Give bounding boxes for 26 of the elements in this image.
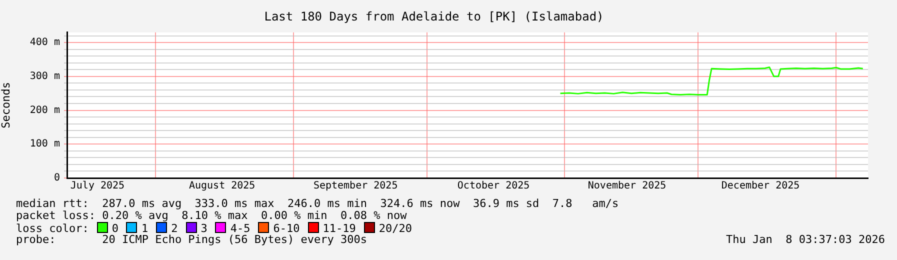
chart-title: Last 180 Days from Adelaide to [PK] (Islamabad) [264, 9, 604, 24]
text: packet loss: 0.20 % avg 8.10 % max 0.00 % min 0.08 % now [16, 209, 407, 222]
y-tick-label: 100 m [30, 138, 60, 150]
x-tick-label: October 2025 [457, 180, 530, 192]
text: Thu Jan 8 03:37:03 2026 [726, 233, 885, 246]
legend-label: 1 [141, 222, 148, 235]
y-tick-label: 400 m [30, 37, 60, 48]
legend-label: 6-10 [273, 222, 300, 235]
legend-label: 4-5 [230, 222, 250, 235]
legend-title: loss color: [16, 222, 89, 235]
text: median rtt: 287.0 ms avg 333.0 ms max 246.0 ms min 324.6 ms now 36.9 ms sd 7.8 am/s [16, 197, 619, 210]
x-tick-label: September 2025 [313, 180, 398, 192]
x-tick-label: August 2025 [188, 180, 256, 192]
legend-label: 3 [200, 222, 208, 235]
x-tick-label: November 2025 [588, 180, 666, 192]
legend-label: 20/20 [378, 222, 412, 235]
x-tick-label: July 2025 [70, 180, 125, 192]
y-axis-title: Seconds [0, 82, 12, 128]
y-tick-label: 0 [54, 172, 60, 184]
y-tick-label: 200 m [30, 104, 60, 116]
legend-label: 11-19 [322, 222, 356, 235]
y-tick-label: 300 m [30, 71, 60, 82]
text: probe: 20 ICMP Echo Pings (56 Bytes) every 300s [16, 233, 367, 246]
x-tick-label: December 2025 [721, 180, 800, 192]
legend-label: 0 [112, 222, 118, 235]
legend-label: 2 [171, 222, 178, 235]
